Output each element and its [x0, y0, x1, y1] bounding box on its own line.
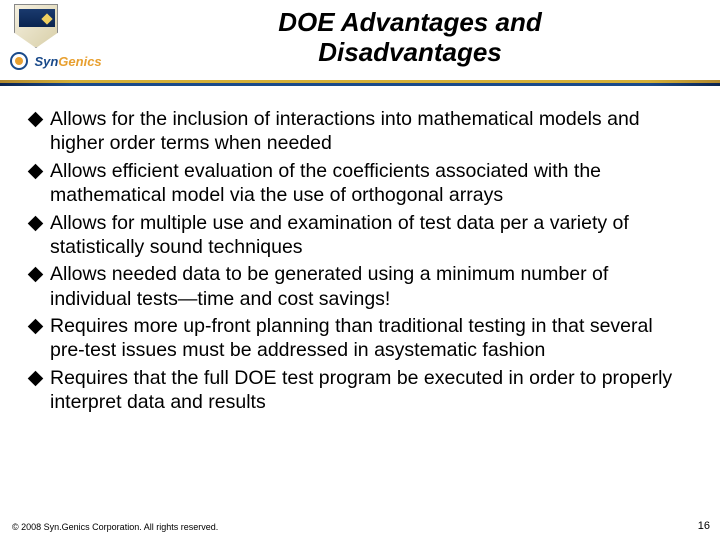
- bullet-item: Allows needed data to be generated using…: [30, 262, 690, 311]
- brand-syn: Syn: [34, 54, 58, 69]
- brand-text: SynGenics: [34, 54, 101, 69]
- bullet-text: Allows efficient evaluation of the coeff…: [50, 159, 690, 208]
- header-divider: [0, 80, 720, 86]
- bullet-text: Allows for multiple use and examination …: [50, 211, 690, 260]
- slide-content: Allows for the inclusion of interactions…: [0, 95, 720, 415]
- title-line-1: DOE Advantages and: [278, 7, 541, 37]
- diamond-bullet-icon: [28, 370, 44, 386]
- bullet-text: Requires more up-front planning than tra…: [50, 314, 690, 363]
- diamond-bullet-icon: [28, 163, 44, 179]
- bullet-text: Allows for the inclusion of interactions…: [50, 107, 690, 156]
- bullet-item: Allows efficient evaluation of the coeff…: [30, 159, 690, 208]
- bullet-text: Requires that the full DOE test program …: [50, 366, 690, 415]
- brand-logo: SynGenics: [10, 52, 138, 70]
- bullet-item: Allows for the inclusion of interactions…: [30, 107, 690, 156]
- bullet-item: Requires that the full DOE test program …: [30, 366, 690, 415]
- title-line-2: Disadvantages: [318, 37, 502, 67]
- bullet-text: Allows needed data to be generated using…: [50, 262, 690, 311]
- brand-circle-icon: [10, 52, 28, 70]
- shield-icon: [14, 4, 58, 48]
- slide-header: SynGenics DOE Advantages and Disadvantag…: [0, 0, 720, 95]
- bullet-item: Requires more up-front planning than tra…: [30, 314, 690, 363]
- diamond-bullet-icon: [28, 267, 44, 283]
- brand-genics: Genics: [58, 54, 101, 69]
- bullet-item: Allows for multiple use and examination …: [30, 211, 690, 260]
- page-number: 16: [698, 520, 710, 532]
- diamond-bullet-icon: [28, 112, 44, 128]
- diamond-bullet-icon: [28, 215, 44, 231]
- diamond-bullet-icon: [28, 319, 44, 335]
- copyright-footer: © 2008 Syn.Genics Corporation. All right…: [12, 522, 218, 532]
- logo-area: SynGenics: [8, 4, 138, 74]
